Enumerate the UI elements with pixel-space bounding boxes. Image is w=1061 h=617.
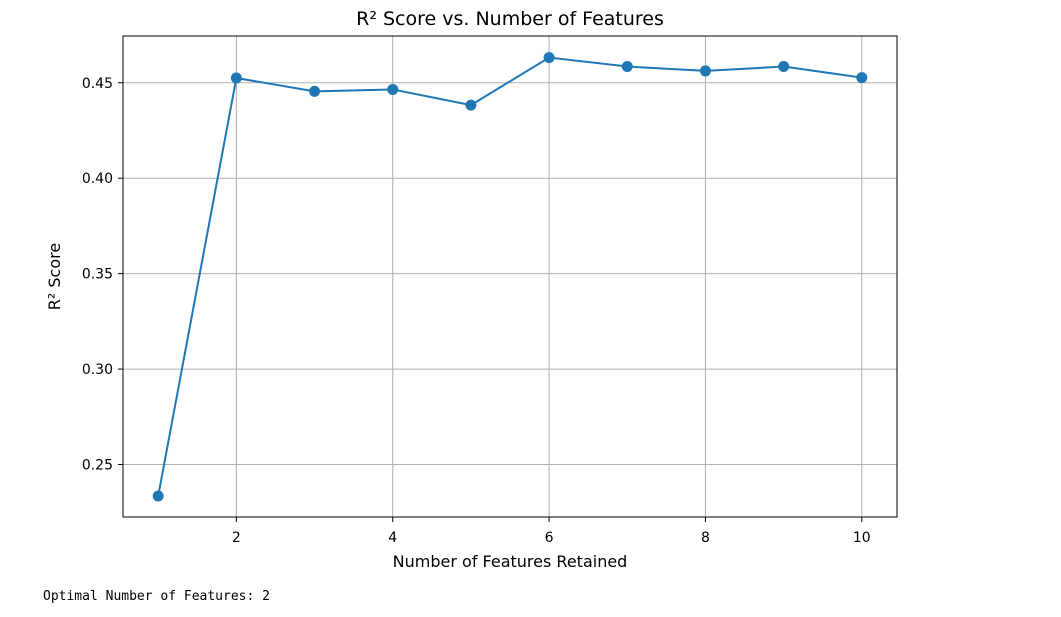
data-point xyxy=(152,490,164,502)
y-tick-label: 0.35 xyxy=(82,267,113,283)
y-tick-label: 0.40 xyxy=(82,171,113,187)
data-point xyxy=(309,85,321,97)
x-tick-label: 4 xyxy=(388,530,397,546)
y-tick-label: 0.30 xyxy=(82,362,113,378)
data-point xyxy=(543,52,555,64)
data-point xyxy=(230,72,242,84)
r2-score-chart: 2 4 6 8 10 0.25 0.30 0.35 0.40 0.45 R² Score vs. … xyxy=(45,8,898,571)
data-point xyxy=(465,99,477,111)
data-point xyxy=(778,61,790,73)
grid-lines xyxy=(123,36,897,517)
y-tick-label: 0.45 xyxy=(82,76,113,92)
plot-frame xyxy=(122,35,898,518)
series-line xyxy=(157,56,862,497)
data-point xyxy=(699,65,711,77)
x-tick-label: 2 xyxy=(232,530,241,546)
data-point xyxy=(387,83,399,95)
x-tick-label: 10 xyxy=(853,530,871,546)
x-tick-label: 8 xyxy=(701,530,710,546)
data-point xyxy=(856,72,868,84)
data-point xyxy=(621,61,633,73)
y-axis-label: R² Score xyxy=(45,243,64,310)
optimal-features-output: Optimal Number of Features: 2 xyxy=(43,589,270,604)
y-tick-label: 0.25 xyxy=(82,458,113,474)
x-tick-label: 6 xyxy=(545,530,554,546)
chart-title: R² Score vs. Number of Features xyxy=(356,8,664,30)
x-axis-label: Number of Features Retained xyxy=(393,552,628,571)
series-layer xyxy=(152,52,868,502)
tick-layer: 2 4 6 8 10 0.25 0.30 0.35 0.40 0.45 xyxy=(82,76,871,546)
